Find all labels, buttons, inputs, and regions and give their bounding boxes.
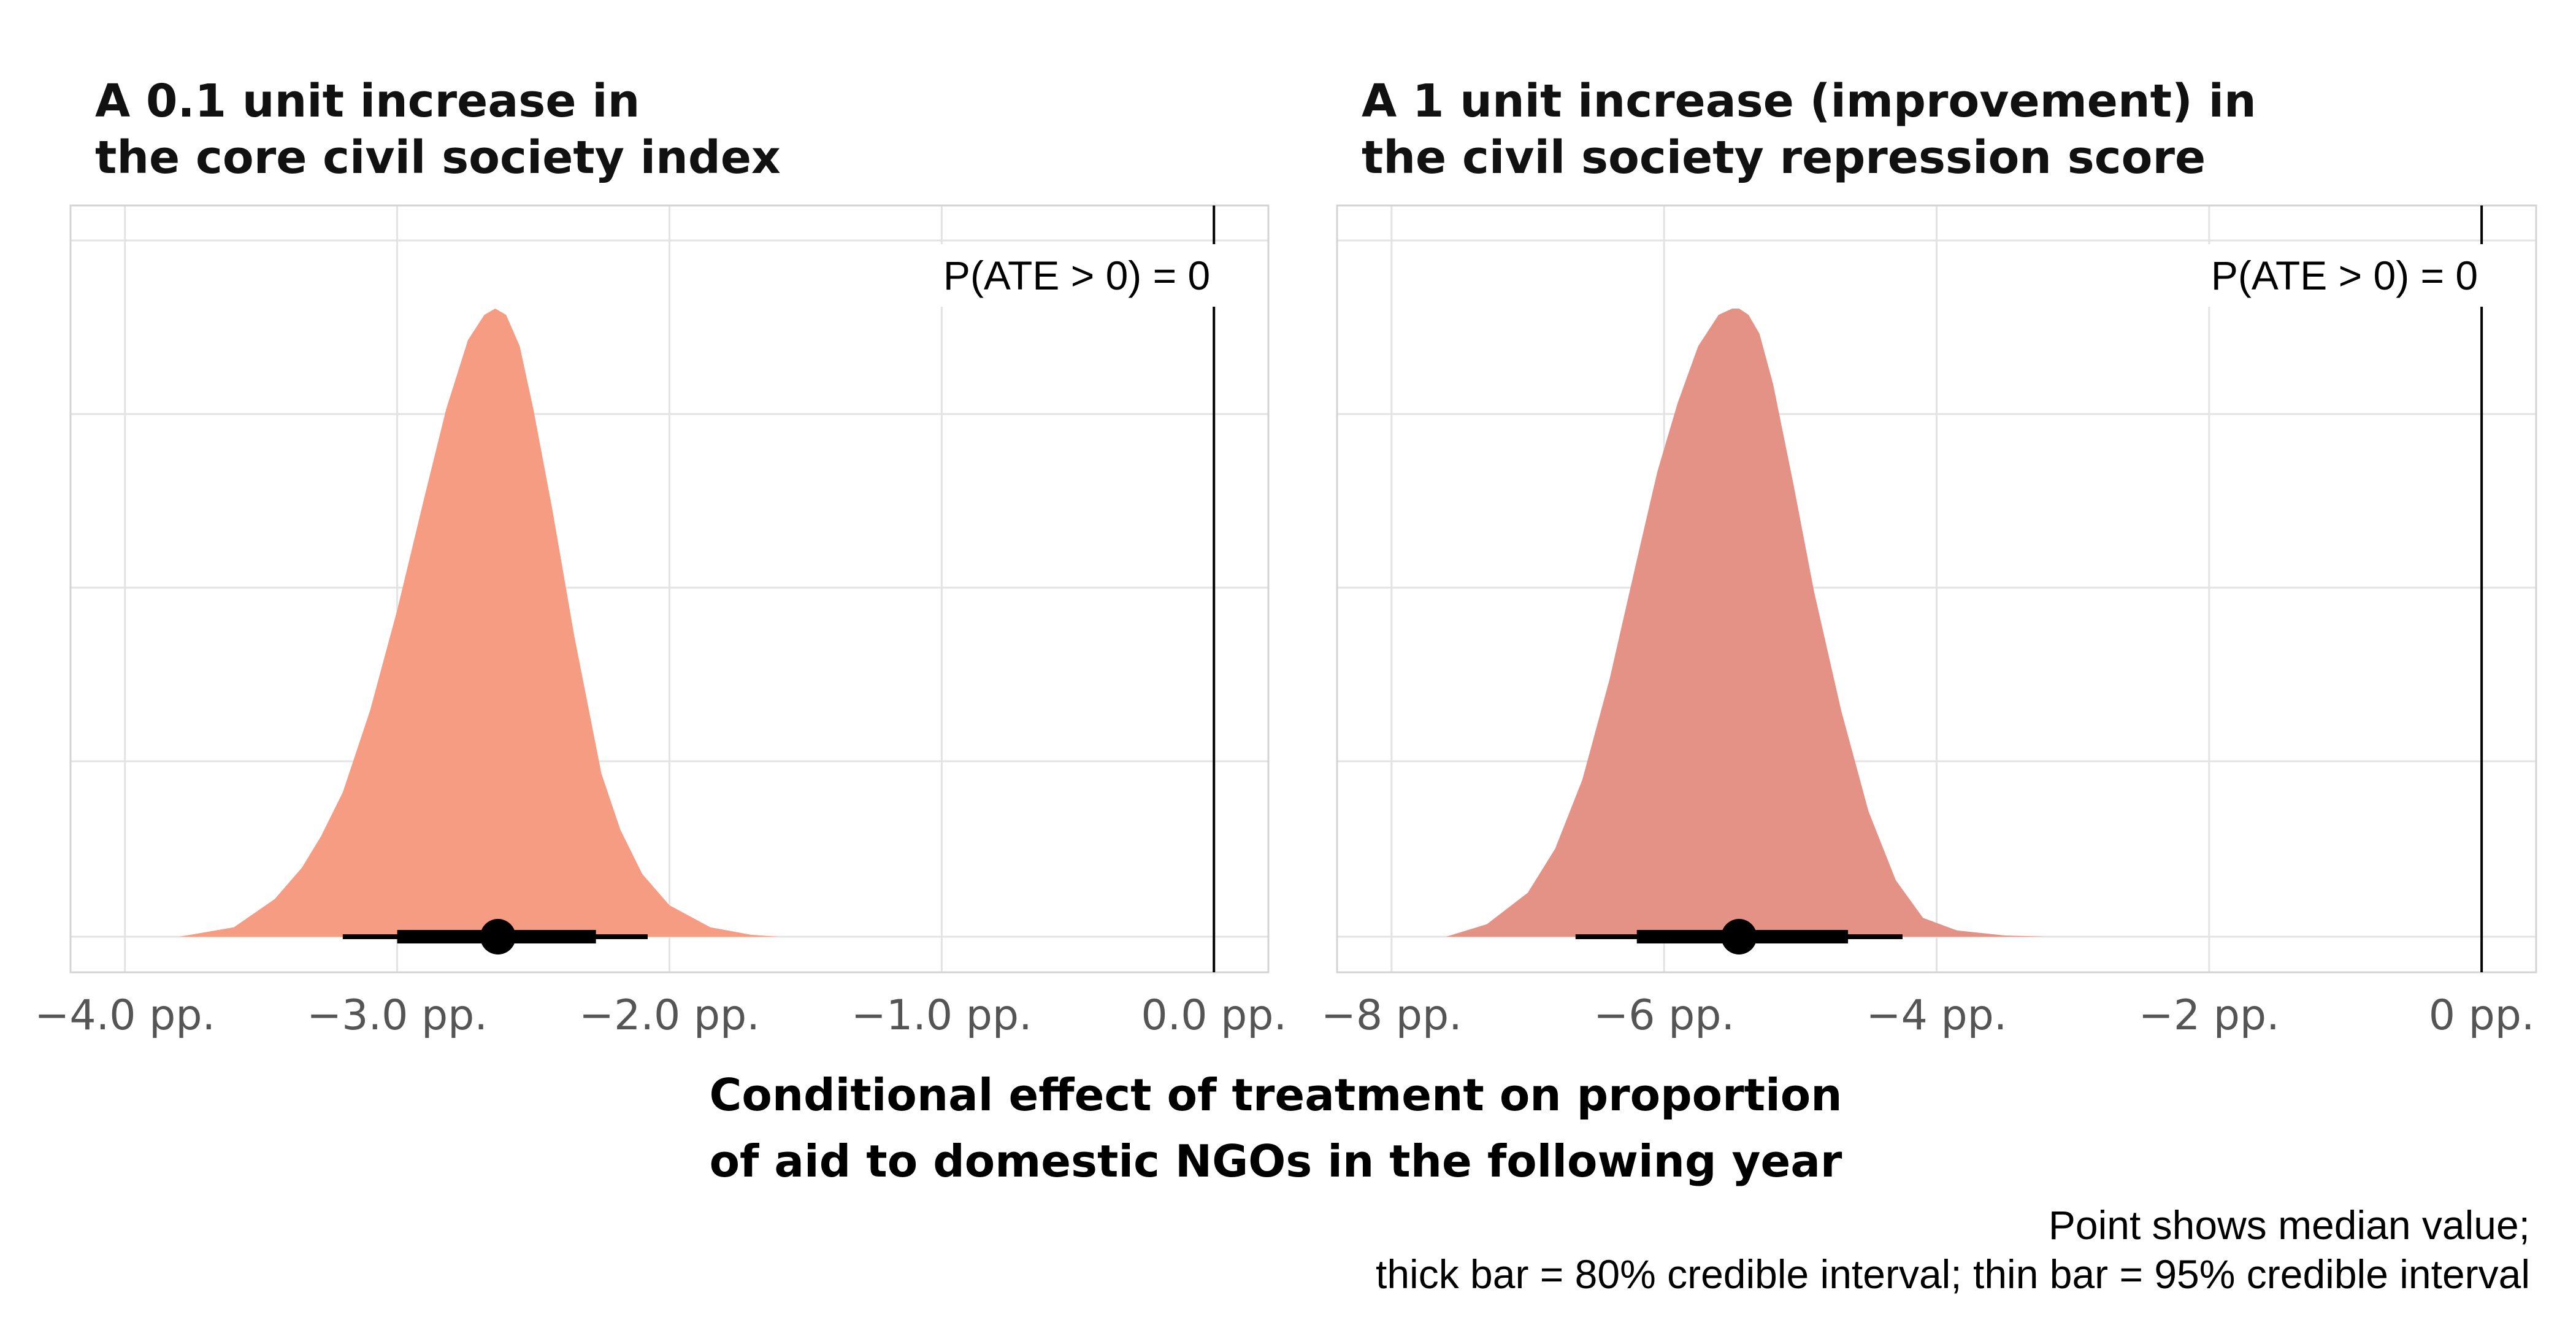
caption-line-1: Point shows median value; <box>2049 1202 2530 1248</box>
panel-title-line-2: the civil society repression score <box>1362 131 2206 184</box>
panel-title-line-1: A 1 unit increase (improvement) in <box>1362 75 2256 128</box>
x-tick-label: 0 pp. <box>2429 991 2535 1040</box>
panel-title-line-2: the core civil society index <box>95 131 781 184</box>
posterior-density-area <box>179 309 778 937</box>
median-point <box>1721 919 1757 954</box>
probability-annotation: P(ATE > 0) = 0 <box>2211 253 2478 298</box>
posterior-density-area <box>1446 309 2046 937</box>
x-tick-label: −6 pp. <box>1593 991 1735 1040</box>
x-tick-label: −3.0 pp. <box>307 991 488 1040</box>
x-tick-label: −4 pp. <box>1866 991 2007 1040</box>
panel-frame <box>1336 204 2537 974</box>
x-axis-label-line-1: Conditional effect of treatment on propo… <box>710 1069 1842 1121</box>
caption-line-2: thick bar = 80% credible interval; thin … <box>1376 1251 2530 1297</box>
panel-frame <box>69 204 1270 974</box>
x-axis-label-line-2: of aid to domestic NGOs in the following… <box>710 1135 1842 1187</box>
probability-annotation: P(ATE > 0) = 0 <box>943 253 1210 298</box>
annotation-background <box>934 244 1219 307</box>
x-tick-label: −2 pp. <box>2139 991 2280 1040</box>
panel-title-line-1: A 0.1 unit increase in <box>95 75 640 128</box>
x-tick-label: −8 pp. <box>1321 991 1462 1040</box>
x-tick-label: 0.0 pp. <box>1141 991 1287 1040</box>
x-tick-label: −4.0 pp. <box>34 991 215 1040</box>
x-tick-label: −2.0 pp. <box>579 991 760 1040</box>
annotation-background <box>2202 244 2487 307</box>
median-point <box>480 919 516 954</box>
x-tick-label: −1.0 pp. <box>851 991 1032 1040</box>
